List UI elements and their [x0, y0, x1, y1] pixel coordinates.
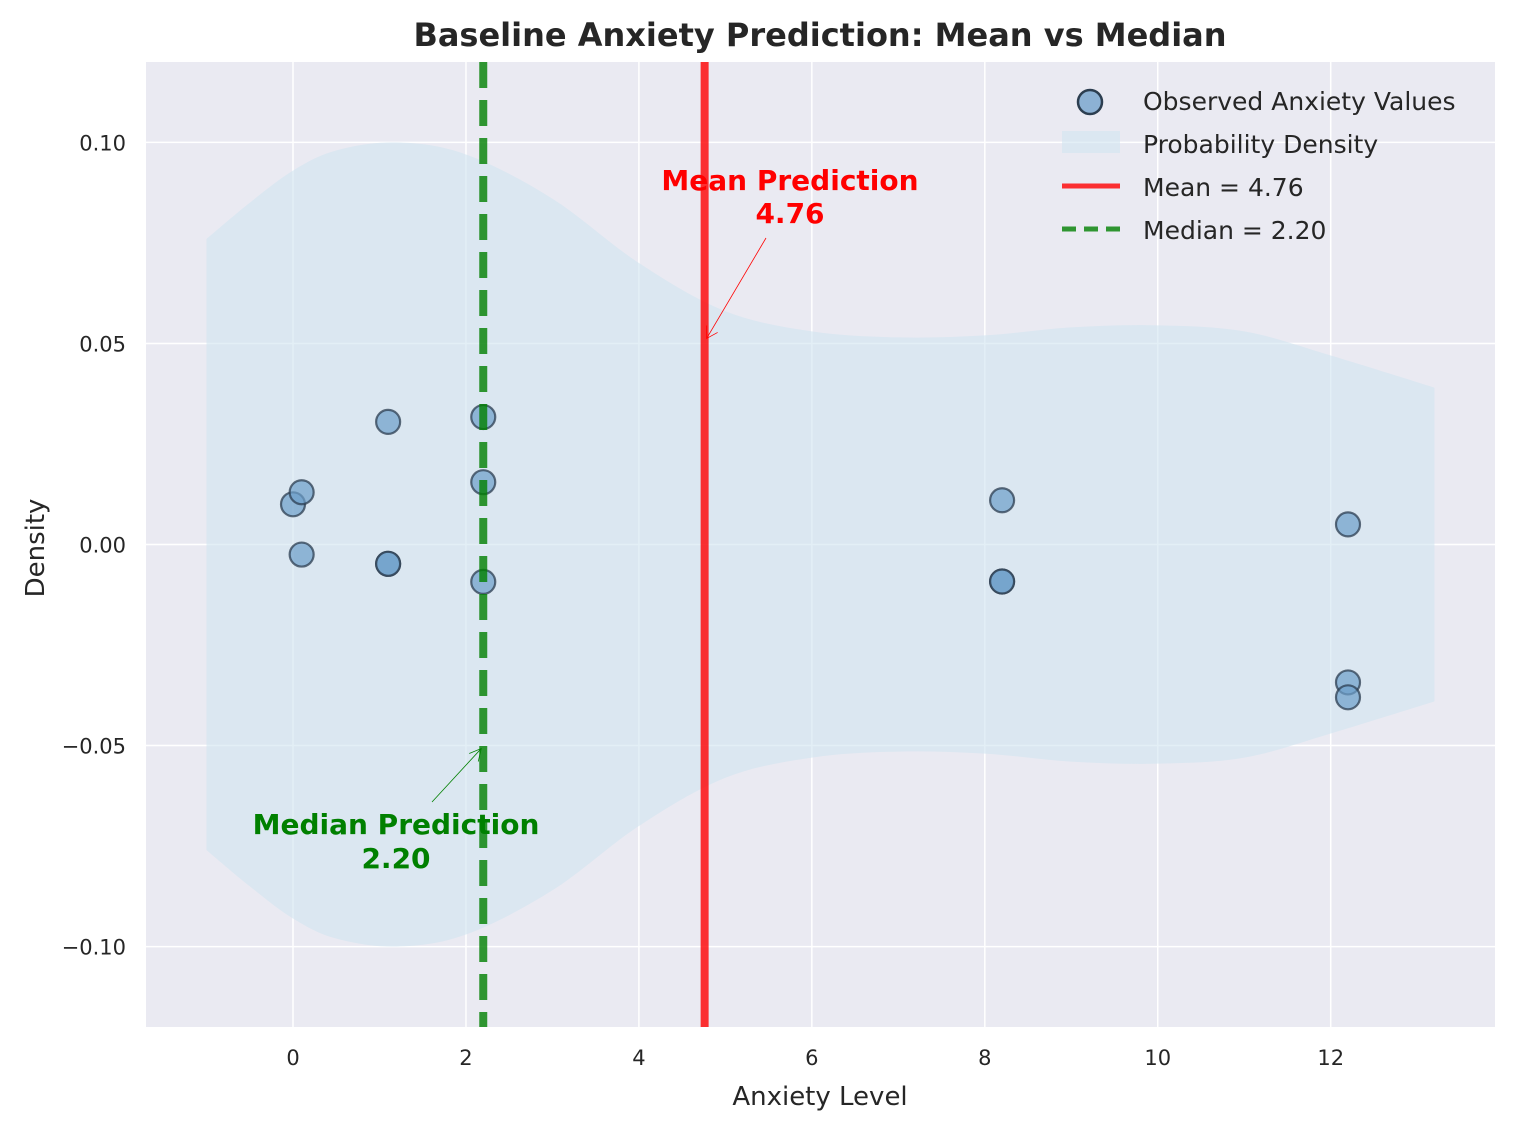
x-tick-label: 10 — [1144, 1046, 1171, 1070]
y-tick-label: 0.05 — [79, 332, 126, 356]
x-tick-label: 12 — [1317, 1046, 1344, 1070]
y-axis-ticks: 0.10 0.05 0.00 −0.05 −0.10 — [62, 131, 126, 959]
median-annotation-value: 2.20 — [361, 842, 430, 875]
x-axis-ticks: 0 2 4 6 8 10 12 — [286, 1046, 1344, 1070]
x-tick-label: 4 — [632, 1046, 645, 1070]
x-tick-label: 0 — [286, 1046, 299, 1070]
legend-label-observed: Observed Anxiety Values — [1143, 87, 1456, 116]
legend-patch-icon — [1062, 131, 1120, 153]
y-tick-label: −0.10 — [62, 936, 126, 960]
data-point — [375, 408, 402, 435]
mean-annotation-value: 4.76 — [755, 197, 824, 230]
data-point — [288, 479, 315, 506]
median-arrow-head — [469, 747, 482, 762]
legend-label-mean: Mean = 4.76 — [1143, 173, 1304, 202]
data-point — [1334, 684, 1362, 711]
y-tick-label: 0.00 — [79, 534, 126, 558]
median-arrow — [431, 748, 482, 803]
legend: Observed Anxiety Values Probability Dens… — [1062, 87, 1456, 245]
legend-label-median: Median = 2.20 — [1143, 216, 1326, 245]
x-axis-label: Anxiety Level — [732, 1082, 907, 1112]
annotation-arrows — [431, 237, 767, 803]
y-tick-label: 0.10 — [79, 131, 126, 155]
mean-annotation-title: Mean Prediction — [661, 164, 918, 197]
chart-title: Baseline Anxiety Prediction: Mean vs Med… — [413, 16, 1226, 54]
legend-marker-icon — [1076, 88, 1104, 116]
x-tick-label: 2 — [459, 1046, 472, 1070]
legend-label-density: Probability Density — [1143, 130, 1378, 159]
y-tick-label: −0.05 — [62, 735, 126, 759]
density-area — [206, 142, 1435, 947]
mean-arrow — [706, 237, 767, 339]
y-axis-label: Density — [21, 499, 51, 598]
x-tick-label: 8 — [978, 1046, 991, 1070]
x-tick-label: 6 — [805, 1046, 818, 1070]
data-point — [288, 541, 315, 568]
mean-arrow-head — [706, 325, 718, 340]
data-point — [375, 550, 402, 577]
data-point — [1334, 511, 1362, 538]
data-point — [988, 568, 1016, 595]
median-annotation-title: Median Prediction — [253, 808, 540, 841]
data-point — [988, 487, 1016, 514]
